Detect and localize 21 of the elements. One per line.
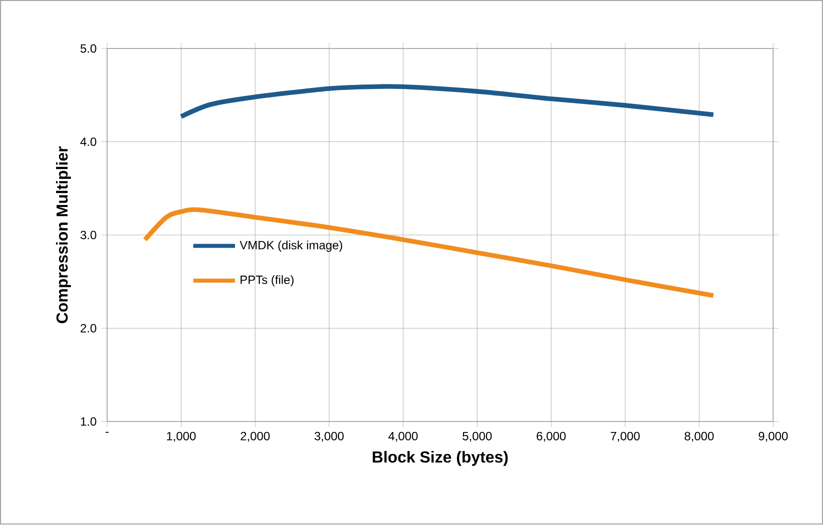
legend-label: VMDK (disk image) — [240, 240, 342, 252]
x-tick-label: 7,000 — [610, 432, 640, 442]
line-series — [178, 84, 716, 120]
x-axis-title: Block Size (bytes) — [372, 451, 508, 466]
x-tick-label: 1,000 — [167, 432, 196, 442]
x-tick-label: 6,000 — [536, 432, 566, 442]
y-tick-label: 2.0 — [80, 324, 96, 333]
y-axis-title: Compression Multiplier — [56, 146, 71, 324]
line-series — [142, 207, 716, 298]
x-tick-label: 4,000 — [388, 432, 418, 442]
y-tick-label: 5.0 — [80, 44, 96, 53]
x-tick-label: 9,000 — [758, 432, 788, 442]
y-tick-label: 3.0 — [80, 230, 96, 240]
y-tick-label: 4.0 — [80, 138, 96, 146]
y-tick-label: 1.0 — [80, 417, 96, 426]
x-tick-label: 3,000 — [314, 432, 344, 442]
x-tick-label: - — [106, 432, 109, 434]
x-tick-label: 5,000 — [462, 432, 492, 442]
x-tick-label: 8,000 — [684, 432, 714, 442]
x-tick-label: 2,000 — [240, 432, 270, 442]
legend-label: PPTs (file) — [240, 275, 294, 287]
